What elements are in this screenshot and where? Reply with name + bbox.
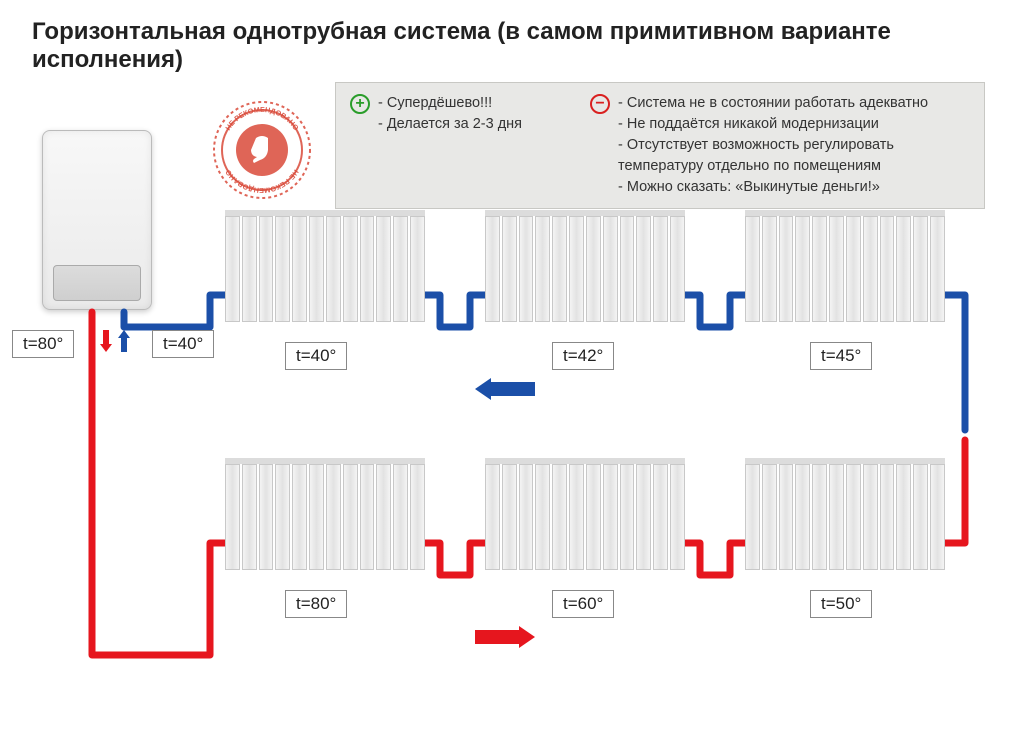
radiator: [225, 458, 425, 570]
info-panel: + - Супердёшево!!! - Делается за 2-3 дня…: [335, 82, 985, 209]
pros-list: - Супердёшево!!! - Делается за 2-3 дня: [378, 93, 522, 135]
boiler-arrow-out: [100, 330, 112, 352]
cons-item: - Система не в состоянии работать адеква…: [618, 93, 970, 114]
temperature-label: t=40°: [285, 342, 347, 370]
temperature-label: t=80°: [285, 590, 347, 618]
not-recommended-stamp: НЕ РЕКОМЕНДОВАНО НЕ РЕКОМЕНДОВАНО: [212, 100, 312, 200]
pros-item: - Делается за 2-3 дня: [378, 114, 522, 135]
radiator: [485, 458, 685, 570]
radiator: [745, 210, 945, 322]
temperature-label: t=60°: [552, 590, 614, 618]
flow-arrow-return: [475, 378, 535, 400]
radiator: [485, 210, 685, 322]
cons-item: - Не поддаётся никакой модернизации: [618, 114, 970, 135]
boiler-arrow-in: [118, 330, 130, 352]
cons-item: - Отсутствует возможность регулировать т…: [618, 135, 970, 177]
page-title: Горизонтальная однотрубная система (в са…: [32, 18, 1024, 74]
cons-item: - Можно сказать: «Выкинутые деньги!»: [618, 177, 970, 198]
temperature-label: t=80°: [12, 330, 74, 358]
temperature-label: t=40°: [152, 330, 214, 358]
minus-icon: −: [590, 94, 610, 114]
temperature-label: t=50°: [810, 590, 872, 618]
pros-item: - Супердёшево!!!: [378, 93, 522, 114]
cons-list: - Система не в состоянии работать адеква…: [618, 93, 970, 198]
plus-icon: +: [350, 94, 370, 114]
temperature-label: t=42°: [552, 342, 614, 370]
boiler: [42, 130, 152, 310]
temperature-label: t=45°: [810, 342, 872, 370]
radiator: [745, 458, 945, 570]
flow-arrow-feed: [475, 626, 535, 648]
radiator: [225, 210, 425, 322]
